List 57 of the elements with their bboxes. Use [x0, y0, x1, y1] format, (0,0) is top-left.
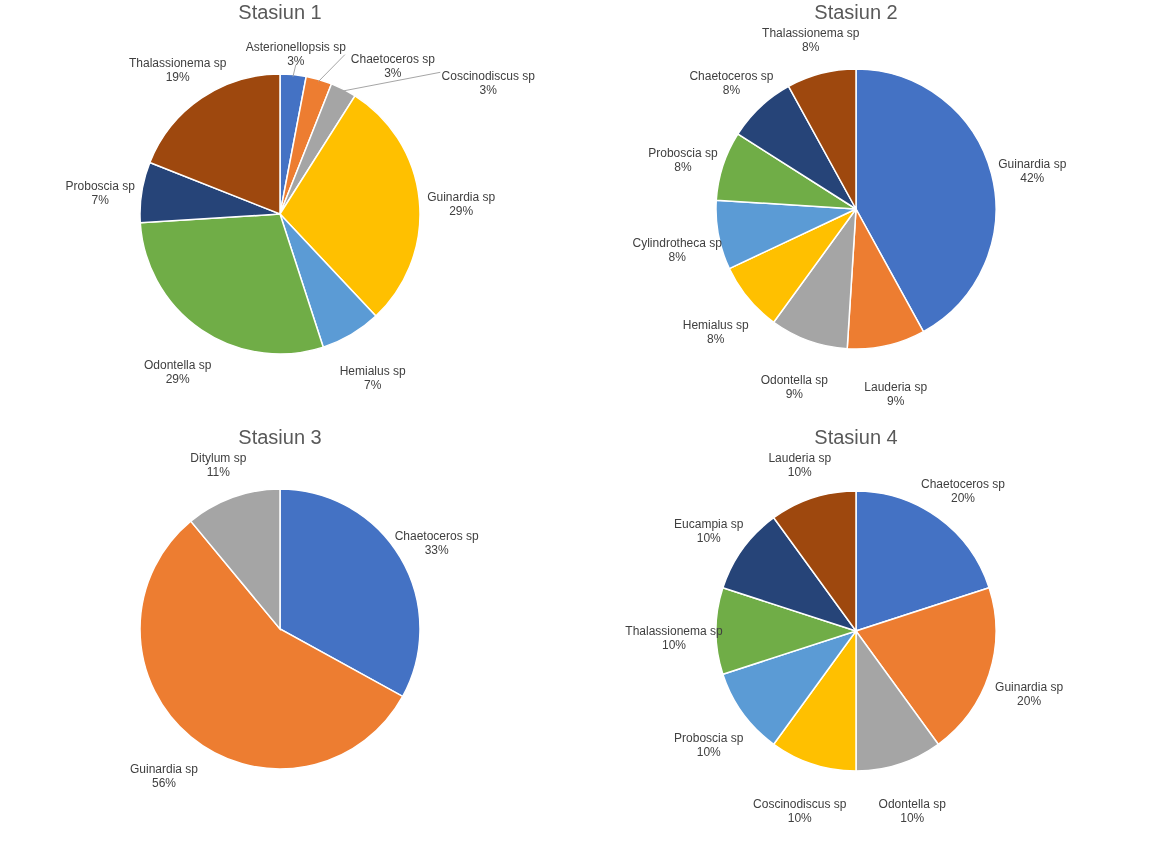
data-label: 7%: [363, 377, 382, 392]
slice-label: Chaetoceros sp: [689, 69, 774, 84]
slice-label: Chaetoceros sp: [920, 476, 1006, 491]
slice-label: Cylindrotheca sp: [632, 236, 723, 251]
slice-label: Proboscia sp: [648, 145, 718, 160]
data-label: 8%: [802, 39, 820, 54]
data-label: 11%: [206, 464, 231, 479]
data-label: 9%: [887, 393, 905, 408]
chart-title: Stasiun 3: [238, 425, 322, 448]
data-label: 29%: [165, 371, 191, 386]
slice-label: Guinardia sp: [427, 189, 496, 204]
data-label: 10%: [787, 811, 813, 826]
slice-label: Guinardia sp: [129, 762, 199, 777]
data-label: 3%: [384, 65, 402, 80]
data-label: 8%: [674, 159, 692, 174]
slice-label: Thalassionema sp: [129, 56, 227, 71]
data-label: 10%: [787, 464, 813, 479]
data-label: 8%: [722, 83, 741, 98]
data-label: 33%: [424, 543, 449, 558]
slice-label: Thalassionema sp: [762, 25, 860, 40]
slice-label: Lauderia sp: [768, 450, 832, 465]
slice-label: Hemialus sp: [339, 363, 406, 378]
data-label: 29%: [449, 203, 474, 218]
data-label: 7%: [91, 192, 110, 207]
chart-title: Stasiun 2: [814, 0, 898, 23]
slice-label: Odontella sp: [878, 797, 947, 812]
data-label: 19%: [165, 70, 191, 85]
slice-label: Proboscia sp: [65, 178, 136, 193]
slice-label: Guinardia sp: [998, 156, 1067, 171]
slice-label: Proboscia sp: [674, 730, 744, 745]
data-label: 8%: [707, 332, 725, 347]
data-label: 3%: [479, 83, 498, 98]
slice-label: Hemialus sp: [682, 318, 750, 333]
slice-label: Coscinodiscus sp: [441, 69, 536, 84]
data-label: 9%: [785, 387, 804, 402]
slice-label: Eucampia sp: [674, 517, 744, 532]
slice-label: Guinardia sp: [995, 680, 1064, 695]
chart-title: Stasiun 1: [238, 0, 322, 23]
data-label: 10%: [661, 638, 687, 652]
data-label: 8%: [668, 250, 687, 265]
slice-label: Chaetoceros sp: [350, 51, 436, 66]
data-label: 10%: [696, 744, 722, 759]
slice-label: Lauderia sp: [864, 379, 928, 394]
data-label: 20%: [950, 490, 976, 505]
data-label: 3%: [287, 53, 305, 68]
slice-label: Asterionellopsis sp: [245, 39, 347, 54]
data-label: 42%: [1020, 170, 1045, 185]
slice-label: Coscinodiscus sp: [753, 797, 847, 812]
slice-label: Odontella sp: [760, 373, 829, 388]
data-label: 20%: [1017, 694, 1042, 709]
slice-label: Ditylum sp: [190, 450, 247, 465]
slice-label: Chaetoceros sp: [394, 529, 479, 544]
data-label: 10%: [900, 811, 925, 826]
chart-title: Stasiun 4: [814, 425, 898, 448]
data-label: 10%: [696, 531, 722, 546]
slice-label: Odontella sp: [144, 357, 212, 372]
data-label: 56%: [151, 776, 177, 791]
